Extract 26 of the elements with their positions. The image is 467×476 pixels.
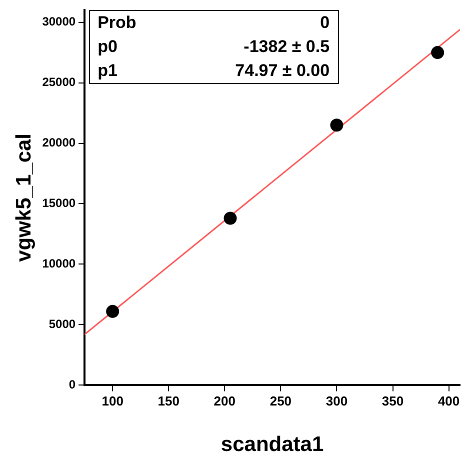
x-tick-label: 300 (326, 394, 348, 409)
y-tick-label: 30000 (42, 14, 76, 29)
point (106, 304, 120, 318)
y-tick-label: 15000 (42, 196, 76, 210)
annotation: p0 (98, 37, 118, 58)
y-tick-label: 20000 (42, 136, 76, 150)
annotation: Prob (98, 13, 136, 34)
x-tick-label: 150 (158, 394, 180, 409)
annotation: 0 (319, 13, 330, 34)
x-tick-label: 200 (214, 394, 236, 409)
point (431, 46, 444, 60)
x-tick-label: 100 (102, 394, 124, 409)
x-tick-label: 400 (438, 394, 460, 409)
y-tick-label: 5000 (48, 317, 76, 332)
y-tick-label: 10000 (42, 256, 76, 271)
y-axis-title: vgwk5_1_cal (12, 133, 36, 262)
x-tick-label: 250 (270, 394, 292, 409)
annotation: p1 (98, 61, 118, 82)
annotation: -1382 ± 0.5 (242, 37, 330, 58)
y-tick-label: 0 (68, 378, 76, 392)
point (224, 212, 237, 225)
y-tick-label: 25000 (42, 75, 76, 90)
x-axis-title: scandata1 (220, 433, 324, 456)
x-tick-label: 350 (382, 394, 404, 409)
annotation: 74.97 ± 0.00 (234, 61, 330, 82)
point (330, 118, 344, 132)
